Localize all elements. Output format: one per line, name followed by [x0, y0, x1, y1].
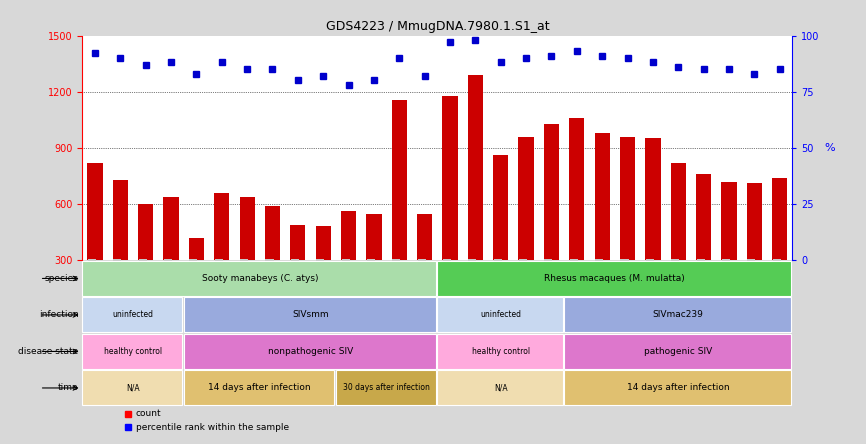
- Bar: [620, 137, 635, 317]
- Bar: [391, 100, 407, 317]
- Text: GSM440062: GSM440062: [216, 260, 222, 302]
- Bar: [113, 180, 128, 317]
- Text: GSM440059: GSM440059: [139, 260, 145, 302]
- Text: 30 days after infection: 30 days after infection: [343, 384, 430, 392]
- Bar: [417, 214, 432, 317]
- Text: GSM440077: GSM440077: [596, 260, 602, 303]
- Bar: [341, 210, 356, 317]
- Bar: [214, 193, 229, 317]
- Text: GSM440065: GSM440065: [292, 260, 298, 302]
- Bar: [595, 133, 610, 317]
- Text: GSM440072: GSM440072: [469, 260, 475, 302]
- Bar: [468, 75, 483, 317]
- Text: GSM440073: GSM440073: [494, 260, 501, 303]
- Bar: [437, 370, 563, 405]
- Bar: [184, 297, 436, 333]
- Text: GSM440071: GSM440071: [444, 260, 450, 303]
- Text: GSM440080: GSM440080: [672, 260, 678, 303]
- Bar: [544, 123, 559, 317]
- Text: time: time: [58, 384, 79, 392]
- Bar: [189, 238, 204, 317]
- Text: pathogenic SIV: pathogenic SIV: [644, 347, 713, 356]
- Bar: [82, 334, 183, 369]
- Bar: [164, 197, 178, 317]
- Text: GSM440078: GSM440078: [622, 260, 628, 303]
- Text: GSM440057: GSM440057: [89, 260, 95, 302]
- Text: uninfected: uninfected: [113, 310, 153, 319]
- Bar: [670, 163, 686, 317]
- Title: GDS4223 / MmugDNA.7980.1.S1_at: GDS4223 / MmugDNA.7980.1.S1_at: [326, 20, 549, 33]
- Text: GSM440069: GSM440069: [393, 260, 399, 303]
- Text: GSM440063: GSM440063: [241, 260, 247, 303]
- Bar: [493, 155, 508, 317]
- Text: GSM440076: GSM440076: [571, 260, 577, 303]
- Bar: [82, 297, 183, 333]
- Bar: [443, 96, 457, 317]
- Text: GSM440081: GSM440081: [698, 260, 703, 303]
- Text: GSM440061: GSM440061: [191, 260, 197, 303]
- Bar: [564, 297, 791, 333]
- Text: GSM440068: GSM440068: [368, 260, 374, 303]
- Bar: [772, 178, 787, 317]
- Bar: [569, 118, 585, 317]
- Bar: [138, 204, 153, 317]
- Text: count: count: [135, 409, 161, 418]
- Text: GSM440058: GSM440058: [114, 260, 120, 302]
- Bar: [437, 334, 563, 369]
- Bar: [564, 334, 791, 369]
- Text: disease state: disease state: [18, 347, 79, 356]
- Text: 14 days after infection: 14 days after infection: [209, 384, 311, 392]
- Text: infection: infection: [39, 310, 79, 319]
- Text: GSM440060: GSM440060: [165, 260, 171, 303]
- Text: SIVmac239: SIVmac239: [653, 310, 704, 319]
- Text: Rhesus macaques (M. mulatta): Rhesus macaques (M. mulatta): [545, 274, 685, 283]
- Text: N/A: N/A: [494, 384, 507, 392]
- Text: GSM440084: GSM440084: [773, 260, 779, 302]
- Text: GSM440067: GSM440067: [343, 260, 348, 303]
- Bar: [746, 183, 762, 317]
- Bar: [82, 370, 183, 405]
- Text: GSM440074: GSM440074: [520, 260, 526, 302]
- Text: GSM440082: GSM440082: [723, 260, 729, 302]
- Text: %: %: [824, 143, 835, 153]
- Bar: [645, 139, 661, 317]
- Bar: [437, 297, 563, 333]
- Text: GSM440083: GSM440083: [748, 260, 754, 303]
- Bar: [564, 370, 791, 405]
- Text: GSM440066: GSM440066: [317, 260, 323, 303]
- Text: species: species: [45, 274, 79, 283]
- Text: SIVsmm: SIVsmm: [292, 310, 329, 319]
- Bar: [184, 334, 436, 369]
- Bar: [87, 163, 102, 317]
- Text: nonpathogenic SIV: nonpathogenic SIV: [268, 347, 353, 356]
- Text: GSM440064: GSM440064: [267, 260, 273, 302]
- Text: healthy control: healthy control: [104, 347, 162, 356]
- Bar: [82, 261, 436, 296]
- Text: percentile rank within the sample: percentile rank within the sample: [135, 423, 288, 432]
- Text: Sooty manabeys (C. atys): Sooty manabeys (C. atys): [202, 274, 318, 283]
- Bar: [184, 370, 334, 405]
- Text: GSM440079: GSM440079: [647, 260, 653, 303]
- Text: uninfected: uninfected: [481, 310, 521, 319]
- Bar: [265, 206, 280, 317]
- Text: GSM440070: GSM440070: [418, 260, 424, 303]
- Bar: [519, 137, 533, 317]
- Text: GSM440075: GSM440075: [546, 260, 552, 302]
- Text: healthy control: healthy control: [472, 347, 530, 356]
- Bar: [240, 197, 255, 317]
- Bar: [366, 214, 382, 317]
- Text: 14 days after infection: 14 days after infection: [627, 384, 729, 392]
- Bar: [290, 225, 306, 317]
- Bar: [721, 182, 737, 317]
- Bar: [336, 370, 436, 405]
- Text: N/A: N/A: [126, 384, 139, 392]
- Bar: [315, 226, 331, 317]
- Bar: [437, 261, 791, 296]
- Bar: [696, 174, 711, 317]
